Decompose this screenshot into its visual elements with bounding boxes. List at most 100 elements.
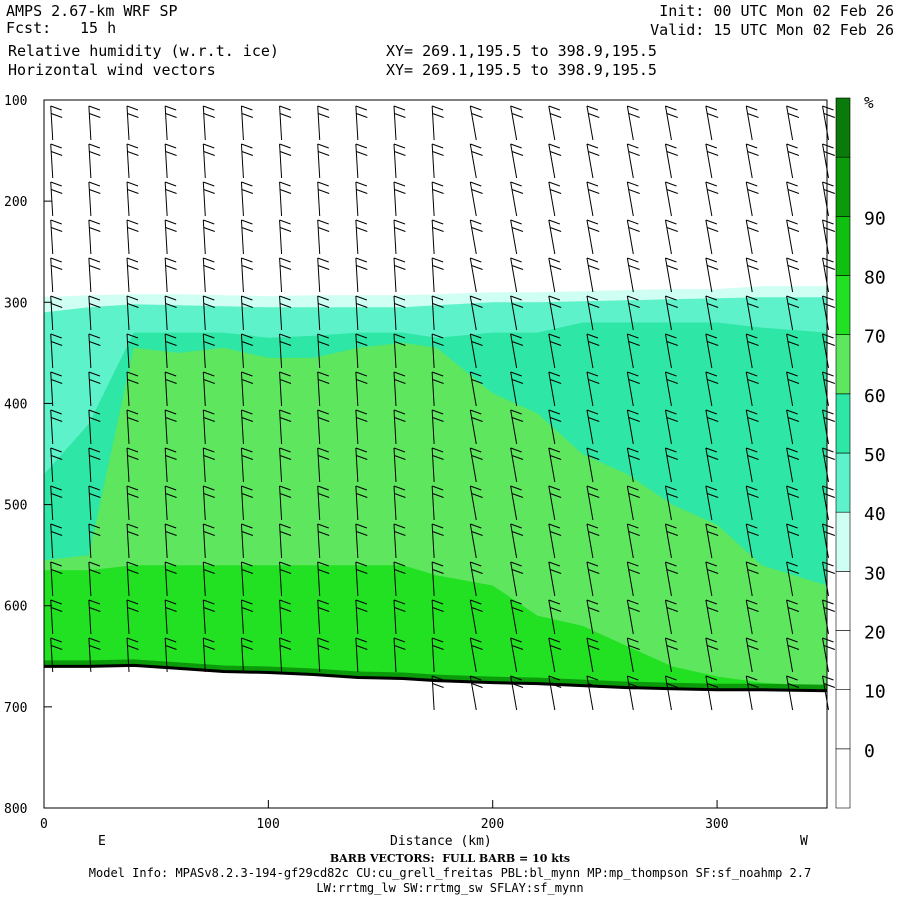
wind-barb-shaft <box>279 219 283 255</box>
wind-barb-flag <box>705 523 718 529</box>
wind-barb-flag <box>510 333 522 339</box>
wind-barb-flag <box>393 485 406 491</box>
wind-barb-shaft <box>664 295 672 331</box>
wind-barb-flag <box>470 257 482 263</box>
wind-barb-flag <box>470 295 482 301</box>
wind-barb-shaft <box>279 371 283 407</box>
wind-barb-flag <box>787 341 800 346</box>
wind-barb-flag <box>432 113 444 118</box>
wind-barb-flag <box>279 371 291 377</box>
wind-barb-shaft <box>50 371 54 407</box>
wind-barb-flag <box>511 683 524 688</box>
colorbar-swatch <box>835 452 851 513</box>
wind-barb-flag <box>627 295 639 301</box>
wind-barb-flag <box>586 295 599 301</box>
wind-barb-flag <box>510 143 522 149</box>
wind-barb-shaft <box>786 599 794 635</box>
wind-barb-flag <box>127 569 139 574</box>
wind-barb-shaft <box>393 295 397 331</box>
wind-barb-flag <box>705 105 718 111</box>
wind-barb-flag <box>786 333 798 339</box>
wind-barb-shaft <box>705 257 713 293</box>
wind-barb-column <box>126 105 139 673</box>
wind-barb-shaft <box>126 219 130 255</box>
wind-barb-flag <box>165 455 177 460</box>
wind-barb-flag <box>241 341 254 346</box>
wind-barb-column <box>88 105 101 673</box>
wind-barb-flag <box>628 683 640 688</box>
wind-barb-shaft <box>664 181 672 217</box>
wind-barb-shaft <box>548 143 556 179</box>
wind-barb-shaft <box>586 371 594 407</box>
wind-barb-flag <box>127 455 139 460</box>
wind-barb-shaft <box>393 599 397 635</box>
wind-barb-shaft <box>705 637 713 673</box>
wind-barb-shaft <box>164 523 168 559</box>
colorbar-tick-label: 40 <box>864 504 886 525</box>
wind-barb-shaft <box>88 409 92 445</box>
wind-barb-flag <box>165 341 177 346</box>
wind-barb-flag <box>747 379 759 384</box>
wind-barb-shaft <box>822 295 830 331</box>
wind-barb-shaft <box>88 599 92 635</box>
wind-barb-column <box>469 105 483 711</box>
wind-barb-column <box>822 105 836 711</box>
wind-barb-shaft <box>510 523 518 559</box>
wind-barb-shaft <box>745 409 753 445</box>
wind-barb-flag <box>666 417 678 422</box>
wind-barb-flag <box>241 493 254 498</box>
wind-barb-shaft <box>393 105 397 141</box>
wind-barb-flag <box>127 607 139 612</box>
wind-barb-shaft <box>510 143 518 179</box>
wind-barb-flag <box>665 409 677 415</box>
wind-barb-flag <box>666 151 678 156</box>
wind-barb-flag <box>548 561 560 567</box>
wind-barb-flag <box>431 409 444 415</box>
rh-band-surface <box>44 659 827 691</box>
wind-barb-flag <box>431 485 444 491</box>
colorbar-tick-label: 20 <box>864 623 886 644</box>
wind-barb-flag <box>126 637 139 643</box>
wind-barb-shaft <box>626 181 634 217</box>
wind-barb-flag <box>706 341 719 346</box>
wind-barb-flag <box>317 227 330 232</box>
wind-barb-shaft <box>548 561 556 597</box>
wind-barb-flag <box>510 637 522 643</box>
wind-barb-flag <box>705 257 718 263</box>
wind-barb-flag <box>279 447 291 453</box>
wind-barb-shaft <box>50 333 54 369</box>
wind-barb-shaft <box>393 257 397 293</box>
wind-barb-flag <box>241 417 254 422</box>
wind-barb-flag <box>786 523 798 529</box>
wind-barb-flag <box>549 455 562 460</box>
wind-barb-flag <box>164 295 177 301</box>
wind-barb-flag <box>431 637 444 643</box>
wind-barb-flag <box>665 485 677 491</box>
wind-barb-shaft <box>88 143 92 179</box>
wind-barb-flag <box>394 455 406 460</box>
wind-barb-flag <box>127 303 139 308</box>
wind-barb-flag <box>431 675 444 681</box>
wind-barb-flag <box>746 105 758 111</box>
wind-barb-shaft <box>786 295 794 331</box>
wind-barb-shaft <box>548 485 556 521</box>
wind-barb-flag <box>628 607 640 612</box>
wind-barb-flag <box>666 531 678 536</box>
wind-barb-flag <box>627 523 639 529</box>
wind-barb-flag <box>746 409 758 415</box>
wind-barb-flag <box>747 189 759 194</box>
wind-barb-shaft <box>626 637 634 673</box>
wind-barb-flag <box>548 485 560 491</box>
wind-barb-flag <box>627 637 639 643</box>
wind-barb-shaft <box>586 447 594 483</box>
wind-barb-flag <box>127 189 139 194</box>
wind-barb-flag <box>471 189 483 194</box>
wind-barb-flag <box>89 569 101 574</box>
wind-barb-flag <box>747 417 759 422</box>
wind-barb-flag <box>127 493 139 498</box>
wind-barb-flag <box>356 189 368 194</box>
wind-barb-shaft <box>626 599 634 635</box>
wind-barb-flag <box>431 333 444 339</box>
wind-barb-flag <box>165 569 177 574</box>
wind-barb-shaft <box>279 143 283 179</box>
